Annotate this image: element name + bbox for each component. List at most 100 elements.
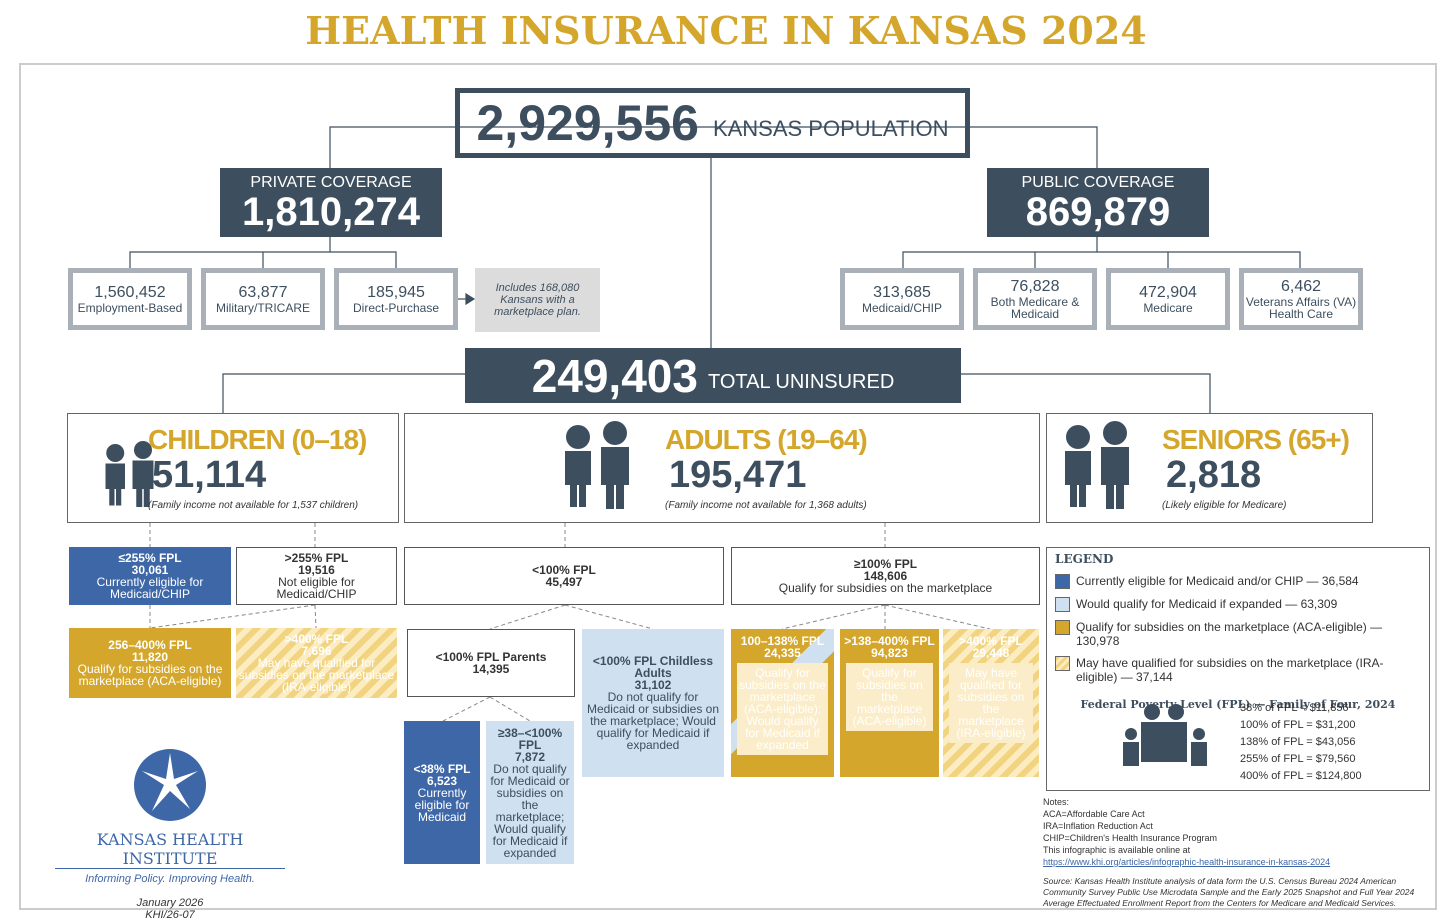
people-icon — [1065, 421, 1129, 509]
item-value: 63,877 — [238, 284, 288, 301]
box-value: 45,497 — [545, 575, 583, 589]
fpl-box: >255% FPL 19,516 Not eligible for Medicaid… — [236, 547, 397, 605]
people-icon — [105, 441, 154, 507]
box-head: 256–400% FPL — [108, 638, 192, 652]
public-item: 6,462 Veterans Affairs (VA) Health Care — [1239, 268, 1363, 330]
legend: LEGEND Currently eligible for Medicaid a… — [1046, 547, 1430, 791]
box-head: 100–138% FPL — [740, 634, 825, 648]
note-line: CHIP=Children's Health Insurance Program — [1043, 833, 1218, 843]
box-value: 7,872 — [514, 749, 546, 764]
box-value: 30,061 — [131, 563, 169, 577]
group-title: ADULTS (19–64) — [665, 424, 868, 455]
box-head: <100% FPL Childless Adults — [592, 654, 714, 680]
legend-swatch — [1055, 597, 1070, 612]
box-value: 94,823 — [871, 646, 908, 660]
item-label: Military/TRICARE — [215, 301, 310, 315]
box-head: >400% FPL — [959, 634, 1023, 648]
group-value: 195,471 — [669, 454, 807, 496]
legend-label: Qualify for subsidies on the marketplace… — [1076, 620, 1383, 648]
box-desc: May have qualified for subsidies on the … — [948, 663, 1034, 743]
box-desc: Qualify for subsidies on the marketplace… — [77, 662, 223, 688]
item-label: Medicare — [1143, 301, 1193, 315]
box-value: 11,820 — [131, 650, 169, 664]
logo-mark — [134, 749, 206, 821]
box-value: 24,335 — [764, 646, 801, 660]
fpl-box: >400% FPL 7,696 May have qualified for sub… — [236, 628, 397, 698]
group-note: (Family income not available for 1,368 a… — [665, 500, 867, 511]
fpl-box: 256–400% FPL 11,820 Qualify for subsidies … — [69, 628, 231, 698]
people-icon — [565, 421, 629, 509]
note-box: Includes 168,080 Kansans with a marketpl… — [475, 268, 600, 332]
legend-item: Would qualify for Medicaid if expanded —… — [1055, 597, 1421, 612]
item-value: 185,945 — [367, 284, 425, 301]
box-head: <100% FPL — [532, 563, 596, 577]
item-label: Direct-Purchase — [352, 301, 440, 315]
fpl-box: >138–400% FPL 94,823 Qualify for subsidies… — [840, 629, 939, 777]
fpl-box: <100% FPL Parents 14,395 — [407, 629, 575, 697]
box-desc: Currently eligible for Medicaid/CHIP — [96, 575, 204, 601]
public-value: 869,879 — [1025, 189, 1171, 234]
date: January 2026 — [136, 897, 204, 909]
fpl-box: >400% FPL 29,448 May have qualified for su… — [943, 629, 1039, 777]
population-box: 2,929,556 KANSAS POPULATION — [455, 88, 970, 158]
link[interactable]: https://www.khi.org/articles/infographic… — [1043, 857, 1331, 867]
box-value: 14,395 — [472, 662, 510, 676]
box-desc: Qualify for subsidies on the marketplace — [778, 581, 993, 595]
box-head: >255% FPL — [284, 551, 349, 565]
group-value: 2,818 — [1166, 454, 1262, 496]
population-label: KANSAS POPULATION — [712, 116, 949, 141]
group-box: CHILDREN (0–18) 51,114 (Family income not … — [67, 413, 399, 523]
family-icon — [1123, 704, 1207, 766]
group-note: (Family income not available for 1,537 c… — [148, 500, 359, 511]
item-label: Employment-Based — [77, 301, 183, 315]
group-title: SENIORS (65+) — [1162, 424, 1350, 455]
legend-title: LEGEND — [1055, 552, 1114, 566]
box-head: ≥38–<100% FPL — [497, 725, 563, 752]
box-value: 6,523 — [426, 773, 458, 788]
uninsured-value: 249,403 — [531, 349, 698, 402]
group-value: 51,114 — [152, 454, 267, 496]
note-line: IRA=Inflation Reduction Act — [1043, 821, 1153, 831]
legend-item: Currently eligible for Medicaid and/or C… — [1055, 574, 1421, 589]
group-title: CHILDREN (0–18) — [148, 424, 367, 455]
box-head: ≤255% FPL — [118, 551, 182, 565]
public-item: 472,904 Medicare — [1106, 268, 1230, 330]
box-desc: Do not qualify for Medicaid or subsidies… — [586, 690, 720, 752]
fpl-box: 100–138% FPL 24,335 Qualify for subsidies … — [731, 629, 834, 777]
item-value: 76,828 — [1010, 278, 1060, 295]
private-label: PRIVATE COVERAGE — [250, 173, 412, 191]
fpl-row: 38% of FPL = $11,856 — [1240, 702, 1349, 714]
legend-label: Currently eligible for Medicaid and/or C… — [1076, 574, 1359, 588]
uninsured-box: 249,403 TOTAL UNINSURED — [465, 348, 961, 403]
item-value: 313,685 — [873, 284, 931, 301]
legend-item: May have qualified for subsidies on the … — [1055, 656, 1421, 684]
fpl-box: ≤255% FPL 30,061 Currently eligible for Me… — [69, 547, 231, 605]
box-head: >138–400% FPL — [844, 634, 935, 648]
legend-swatch — [1055, 574, 1070, 589]
item-label: Veterans Affairs (VA) Health Care — [1245, 295, 1357, 321]
private-item: 63,877 Military/TRICARE — [201, 268, 325, 330]
group-note: (Likely eligible for Medicare) — [1162, 500, 1287, 511]
private-value: 1,810,274 — [242, 189, 420, 234]
box-head: >400% FPL — [284, 632, 349, 646]
fpl-box: <38% FPL 6,523 Currently eligible for Medi… — [404, 721, 480, 864]
box-head: <100% FPL Parents — [435, 650, 547, 664]
legend-label: Would qualify for Medicaid if expanded —… — [1076, 597, 1338, 611]
fpl-row: 138% of FPL = $43,056 — [1240, 736, 1356, 748]
box-desc: Qualify for subsidies on the marketplace… — [736, 663, 829, 755]
box-desc: Do not qualify for Medicaid or subsidies… — [490, 761, 570, 860]
box-desc: Currently eligible for Medicaid — [414, 785, 470, 824]
box-head: <38% FPL — [413, 761, 471, 776]
box-head: ≥100% FPL — [853, 557, 918, 571]
population-value: 2,929,556 — [476, 95, 699, 151]
box-value: 148,606 — [863, 569, 908, 583]
box-desc: Not eligible for Medicaid/CHIP — [276, 575, 357, 601]
item-value: 1,560,452 — [94, 284, 166, 301]
frame — [19, 63, 1437, 910]
fpl-row: 255% of FPL = $79,560 — [1240, 753, 1356, 765]
source: Source: Kansas Health Institute analysis… — [1043, 876, 1415, 908]
public-label: PUBLIC COVERAGE — [1021, 173, 1175, 191]
logo-tagline: Informing Policy. Improving Health. — [85, 873, 255, 885]
